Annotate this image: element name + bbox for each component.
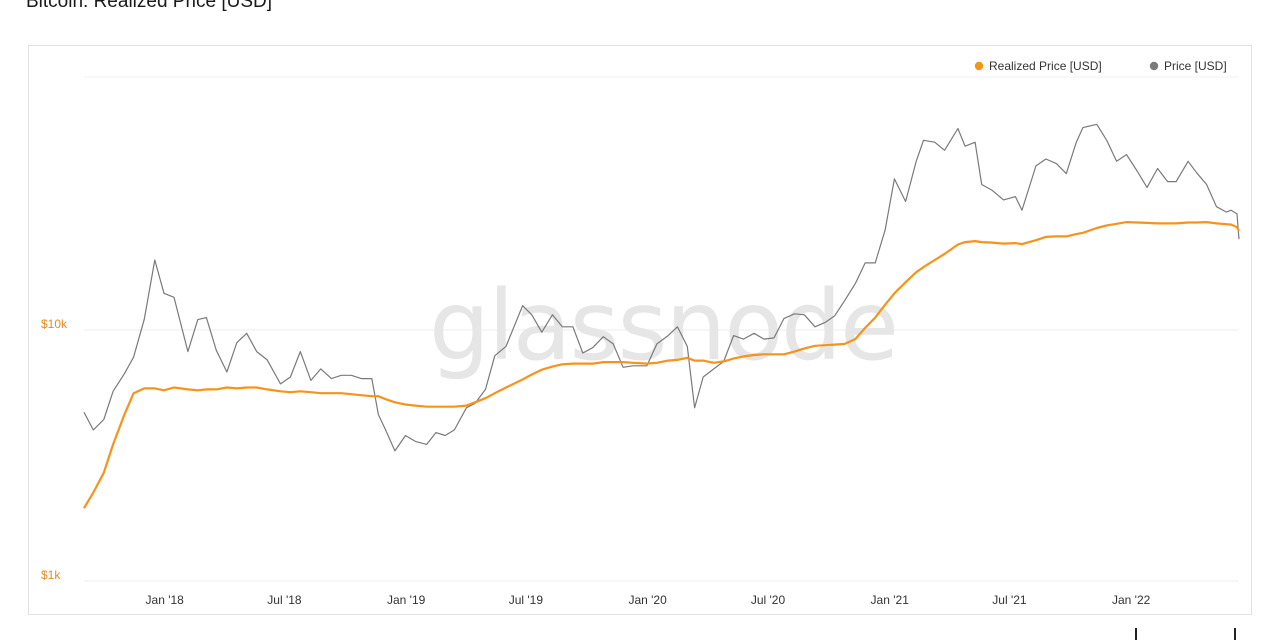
y-axis: $1k $10k <box>41 317 68 582</box>
legend-label: Price [USD] <box>1164 59 1227 73</box>
legend-dot-icon <box>974 61 984 71</box>
watermark: glassnode <box>429 270 897 382</box>
chart-title: Bitcoin: Realized Price [USD] <box>26 0 273 12</box>
x-tick-label: Jul '21 <box>992 593 1027 607</box>
legend-dot-icon <box>1149 61 1159 71</box>
legend-item-realized-price[interactable]: Realized Price [USD] <box>974 59 1102 73</box>
chart-panel: glassnode $1k $10k Jan '18 Jul '18 Jan '19 J… <box>28 45 1252 615</box>
series-lines <box>83 123 1240 509</box>
corner-mark-left <box>1135 628 1137 640</box>
grid-lines <box>84 76 1239 582</box>
price-line <box>83 123 1240 452</box>
x-tick-label: Jul '20 <box>751 593 786 607</box>
x-tick-label: Jul '18 <box>267 593 302 607</box>
x-tick-label: Jan '21 <box>871 593 910 607</box>
realized-price-line <box>83 221 1240 509</box>
legend-label: Realized Price [USD] <box>989 59 1102 73</box>
x-tick-label: Jul '19 <box>509 593 544 607</box>
x-tick-label: Jan '22 <box>1112 593 1151 607</box>
corner-mark-right <box>1234 628 1236 640</box>
chart-svg[interactable]: glassnode $1k$10k Jan '18 Jul '18 Jan '19 J… <box>29 46 1253 616</box>
x-tick-label: Jan '19 <box>387 593 426 607</box>
x-tick-label: Jan '18 <box>146 593 185 607</box>
y-tick-label: $1k <box>41 568 61 582</box>
legend-item-price[interactable]: Price [USD] <box>1149 59 1227 73</box>
x-tick-label: Jan '20 <box>628 593 667 607</box>
legend[interactable]: Realized Price [USD] Price [USD] <box>974 59 1227 73</box>
x-axis: Jan '18 Jul '18 Jan '19 Jul '19 Jan '20 Jul '… <box>146 593 1151 607</box>
y-tick-label: $10k <box>41 317 68 331</box>
